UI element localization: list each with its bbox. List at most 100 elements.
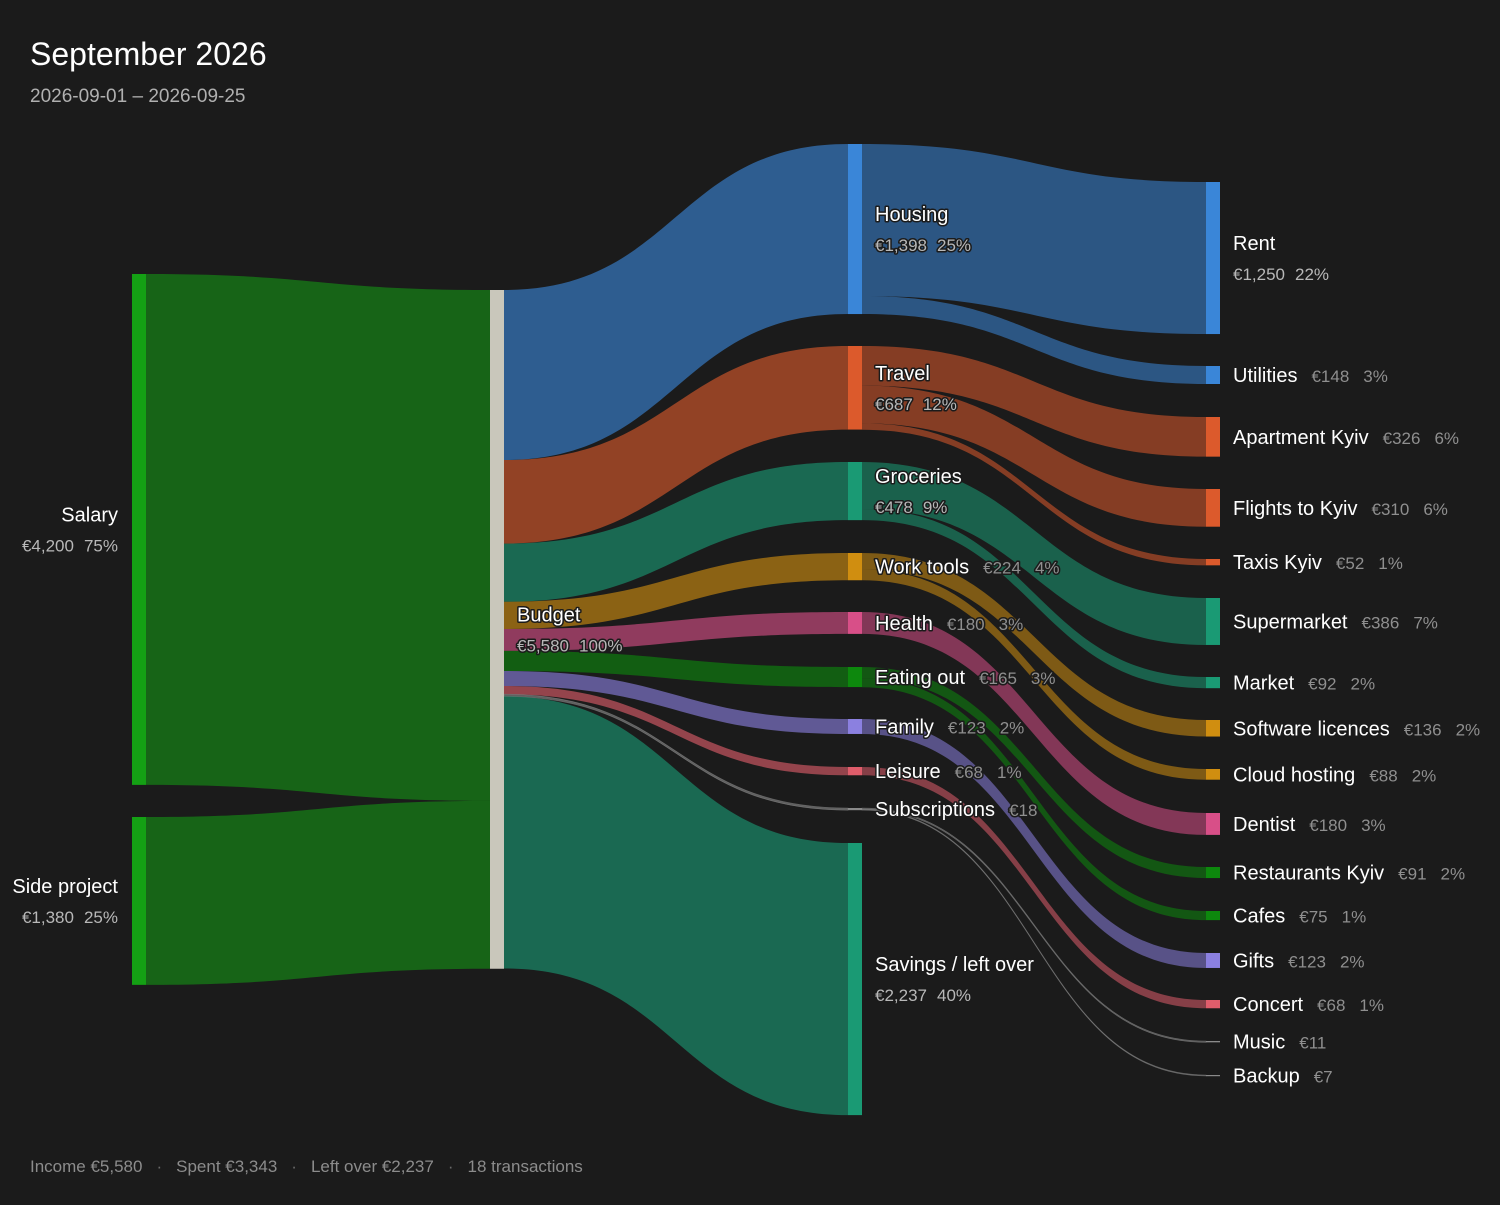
node-label-gifts: Gifts [1233,950,1274,972]
links-layer [146,144,1207,1116]
node-bar-taxis_kyiv [1206,559,1220,566]
flow-link-budget-to-travel [504,346,848,544]
flow-link-travel-to-apartment_kyiv [862,346,1206,457]
flow-link-groceries-to-market [862,508,1206,689]
income-summary: Income €5,580 [30,1157,143,1176]
node-pct-side_project: 25% [84,908,118,927]
node-pct-utilities: 3% [1363,367,1388,386]
node-label-flights_kyiv: Flights to Kyiv [1233,498,1357,520]
node-label-software_licences: Software licences [1233,718,1390,740]
node-value-taxis_kyiv: €52 [1336,554,1364,573]
node-value-apartment_kyiv: €326 [1383,429,1421,448]
node-value-market: €92 [1308,675,1336,694]
node-bar-leisure [848,767,862,776]
node-pct-housing: 25% [937,236,971,255]
node-pct-supermarket: 7% [1413,613,1438,632]
node-label-restaurants_kyiv: Restaurants Kyiv [1233,863,1384,885]
node-bar-gifts [1206,953,1220,968]
node-bar-savings [848,843,862,1116]
node-label-housing: Housing [875,204,948,226]
node-value-health: €180 [947,615,985,634]
node-pct-family: 2% [1000,718,1025,737]
node-label-concert: Concert [1233,994,1303,1016]
flow-link-budget-to-health [504,612,848,651]
node-pct-work_tools: 4% [1035,559,1060,578]
node-value-side_project: €1,380 [22,908,74,927]
node-label-subscriptions: Subscriptions [875,799,995,821]
node-value-restaurants_kyiv: €91 [1398,865,1426,884]
node-value-savings: €2,237 [875,986,927,1005]
node-bar-subscriptions [848,808,862,811]
node-label-budget: Budget [517,604,581,626]
date-range: 2026-09-01 – 2026-09-25 [30,86,246,107]
node-value-leisure: €68 [955,763,983,782]
node-value-cloud_hosting: €88 [1369,766,1397,785]
node-label-apartment_kyiv: Apartment Kyiv [1233,427,1369,449]
node-value-housing: €1,398 [875,236,927,255]
node-bar-music [1206,1041,1220,1043]
node-value-work_tools: €224 [983,559,1021,578]
node-pct-eating_out: 3% [1031,669,1056,688]
node-bar-budget [490,290,504,969]
flow-link-budget-to-housing [504,144,848,461]
node-bar-market [1206,677,1220,689]
flow-link-housing-to-utilities [862,296,1206,385]
node-value-salary: €4,200 [22,536,74,555]
flow-link-budget-to-family [504,670,848,734]
labels-layer: Salary 75% €4,200 Side project 25% €1,380 Budg… [12,203,1480,1088]
node-label-travel: Travel [875,363,930,385]
flow-link-eating_out-to-restaurants_kyiv [862,667,1206,879]
flow-link-budget-to-eating_out [504,650,848,688]
node-pct-travel: 12% [923,395,957,414]
node-value-dentist: €180 [1309,816,1347,835]
node-bar-dentist [1206,813,1220,835]
flow-link-housing-to-rent [862,144,1206,335]
node-value-gifts: €123 [1288,952,1326,971]
node-bar-restaurants_kyiv [1206,867,1220,879]
node-value-groceries: €478 [875,498,913,517]
flow-link-budget-to-work_tools [504,553,848,630]
node-value-software_licences: €136 [1404,720,1442,739]
node-pct-gifts: 2% [1340,952,1365,971]
node-pct-savings: 40% [937,986,971,1005]
left-over-summary: Left over €2,237 [310,1157,434,1176]
node-value-rent: €1,250 [1233,265,1285,284]
flow-link-side_project-to-budget [146,800,490,985]
flow-link-budget-to-leisure [504,685,848,776]
nodes-layer [132,144,1220,1116]
node-value-travel: €687 [875,395,913,414]
node-label-leisure: Leisure [875,761,941,783]
node-pct-groceries: 9% [923,498,948,517]
node-bar-travel [848,346,862,430]
node-value-backup: €7 [1314,1068,1333,1087]
flow-link-subscriptions-to-music [861,807,1207,1043]
node-pct-cafes: 1% [1342,908,1367,927]
node-bar-backup [1206,1075,1220,1077]
flow-link-work_tools-to-cloud_hosting [862,569,1206,780]
flow-link-travel-to-taxis_kyiv [862,423,1206,566]
node-bar-utilities [1206,366,1220,385]
spent-summary: Spent €3,343 [176,1157,278,1176]
node-value-family: €123 [948,718,986,737]
node-label-cafes: Cafes [1233,906,1285,928]
node-label-backup: Backup [1233,1066,1300,1088]
node-pct-budget: 100% [579,636,622,655]
node-bar-salary [132,274,146,785]
node-value-concert: €68 [1317,996,1345,1015]
separator: · [291,1157,297,1176]
node-bar-health [848,612,862,634]
node-label-taxis_kyiv: Taxis Kyiv [1233,552,1322,574]
node-pct-rent: 22% [1295,265,1329,284]
node-value-supermarket: €386 [1362,613,1400,632]
node-bar-concert [1206,1000,1220,1009]
node-bar-work_tools [848,553,862,581]
node-label-groceries: Groceries [875,466,962,488]
flow-link-health-to-dentist [862,612,1206,835]
node-bar-family [848,719,862,734]
node-bar-flights_kyiv [1206,489,1220,527]
flow-link-family-to-gifts [862,719,1206,968]
node-label-health: Health [875,613,933,635]
node-value-budget: €5,580 [517,636,569,655]
node-pct-health: 3% [999,615,1024,634]
